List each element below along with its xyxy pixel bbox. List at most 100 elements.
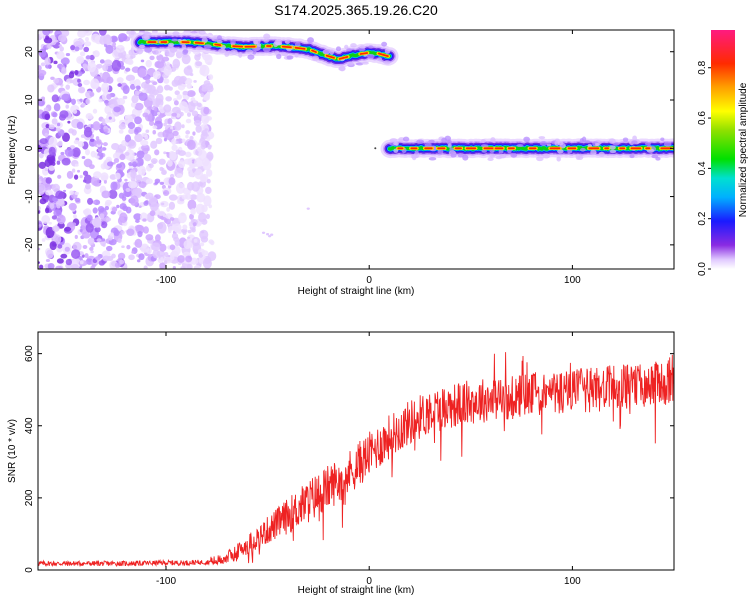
noise-blob <box>162 189 170 197</box>
noise-blob <box>138 181 147 188</box>
upper-ridge <box>130 30 399 72</box>
noise-blob <box>145 178 153 185</box>
upper-ridge-halo <box>355 62 364 66</box>
upper-ridge-halo <box>262 46 271 53</box>
noise-blob <box>60 57 70 65</box>
noise-blob <box>72 241 82 252</box>
noise-blob <box>186 139 196 150</box>
spectrogram-ytick-label: 10 <box>24 94 35 106</box>
noise-blob <box>176 113 181 118</box>
upper-ridge-halo <box>220 49 227 53</box>
colorbar-tick-label: 0.8 <box>697 60 708 74</box>
noise-blob <box>163 84 171 91</box>
noise-blob <box>175 50 183 59</box>
noise-blob <box>52 225 60 232</box>
noise-blob <box>145 59 152 68</box>
noise-blob <box>61 157 71 166</box>
upper-ridge-halo <box>169 46 178 53</box>
snr-panel: -100 0 100 0 200 400 600 Height of straight li… <box>7 331 675 596</box>
noise-blob <box>137 230 143 238</box>
noise-blob <box>117 238 122 244</box>
noise-blob <box>183 158 193 165</box>
noise-blob <box>171 106 181 114</box>
noise-blob <box>45 177 52 184</box>
spectrogram-ylabel: Frequency (Hz) <box>7 116 18 185</box>
noise-blob <box>71 168 76 173</box>
noise-blob <box>181 53 191 65</box>
noise-blob <box>106 161 114 167</box>
noise-blob <box>115 44 125 53</box>
noise-blob <box>45 123 50 129</box>
noise-blob <box>144 84 153 94</box>
noise-blob <box>77 82 83 88</box>
noise-blob <box>156 54 164 62</box>
lower-ridge-halo <box>632 135 637 141</box>
noise-speck <box>261 231 266 234</box>
noise-blob <box>189 213 194 220</box>
noise-blob <box>62 132 70 142</box>
noise-blob <box>171 144 178 151</box>
noise-blob <box>155 137 163 145</box>
noise-blob <box>128 49 134 56</box>
noise-blob <box>90 176 100 186</box>
noise-blob <box>168 194 178 201</box>
noise-blob <box>99 72 103 77</box>
noise-blob <box>173 75 184 86</box>
noise-blob <box>162 130 169 138</box>
noise-blob <box>197 181 204 187</box>
lower-ridge-halo <box>480 139 486 143</box>
upper-ridge-halo <box>211 36 219 42</box>
noise-blob <box>138 205 142 208</box>
upper-ridge-halo <box>201 37 208 44</box>
noise-blob <box>93 217 102 228</box>
noise-blob <box>110 35 119 43</box>
noise-blob <box>163 151 167 155</box>
noise-blob <box>79 260 84 265</box>
noise-blob <box>64 226 72 232</box>
noise-blob <box>68 71 75 79</box>
noise-blob <box>45 189 53 196</box>
noise-blob <box>83 46 90 53</box>
snr-xtick-label: 0 <box>366 576 372 587</box>
noise-blob <box>95 256 101 261</box>
noise-blob <box>55 190 65 200</box>
noise-blob <box>127 122 136 130</box>
lower-ridge-halo <box>389 138 398 143</box>
noise-blob <box>125 54 131 59</box>
noise-blob <box>199 174 207 183</box>
noise-blob <box>149 210 156 217</box>
noise-blob <box>111 59 122 72</box>
noise-blob <box>118 192 125 199</box>
noise-blob <box>61 93 71 102</box>
noise-blob <box>92 50 100 58</box>
noise-blob <box>201 250 209 256</box>
upper-ridge-halo <box>384 48 391 54</box>
upper-ridge-halo <box>329 49 335 55</box>
noise-blob <box>58 44 63 47</box>
upper-ridge-halo <box>230 49 238 56</box>
upper-ridge-halo <box>350 43 357 48</box>
upper-ridge-peak-core <box>194 41 204 45</box>
noise-blob <box>194 157 204 168</box>
noise-blob <box>130 54 136 59</box>
noise-blob <box>79 175 83 179</box>
lower-ridge-halo <box>613 142 620 146</box>
noise-blob <box>76 121 84 130</box>
upper-ridge-halo <box>203 44 212 49</box>
noise-blob <box>176 94 183 100</box>
noise-blob <box>81 156 86 159</box>
noise-blob <box>57 174 62 179</box>
noise-blob <box>92 108 98 114</box>
lower-ridge-halo <box>622 137 629 142</box>
colorbar-tick-label: 0.0 <box>697 262 708 276</box>
noise-blob <box>71 147 81 158</box>
noise-blob <box>195 61 203 67</box>
noise-blob <box>79 51 86 57</box>
noise-blob <box>53 60 58 65</box>
noise-blob <box>157 210 166 216</box>
noise-blob <box>129 195 139 207</box>
noise-blob <box>163 65 172 76</box>
noise-blob <box>130 155 135 160</box>
upper-ridge-halo <box>230 39 236 46</box>
noise-blob <box>150 80 154 83</box>
